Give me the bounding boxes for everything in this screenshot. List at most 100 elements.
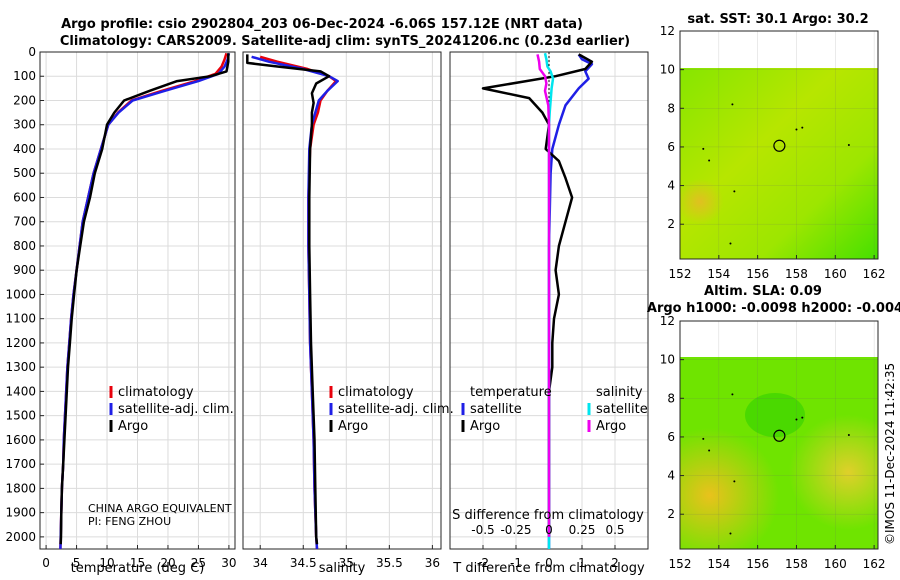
- series-satellite-adj-clim-: [251, 55, 339, 550]
- map-y-tick-label: 6: [667, 140, 675, 154]
- x-tick-label: 35: [339, 556, 354, 570]
- island-marker: [733, 480, 736, 483]
- y-tick-label: 1400: [5, 384, 36, 398]
- legend-argo-label: Argo: [338, 419, 368, 434]
- island-marker: [702, 437, 705, 440]
- map-x-tick-label: 156: [746, 267, 769, 281]
- island-marker: [702, 147, 705, 150]
- map-x-tick-label: 154: [707, 267, 730, 281]
- y-tick-label: 100: [13, 69, 36, 83]
- map-y-tick-label: 4: [667, 179, 675, 193]
- x-tick-label: 30: [221, 556, 236, 570]
- credit-org: CHINA ARGO EQUIVALENT: [88, 502, 232, 515]
- x-tick-label: 2: [611, 556, 619, 570]
- legend-satellite-label: satellite-adj. clim.: [338, 402, 454, 417]
- y-tick-label: 1500: [5, 409, 36, 423]
- figure-title-line1: Argo profile: csio 2902804_203 06-Dec-20…: [61, 17, 583, 32]
- x-tick-label: 25: [191, 556, 206, 570]
- figure-title-line2: Climatology: CARS2009. Satellite-adj cli…: [60, 34, 630, 49]
- x-tick-label: -2: [477, 556, 489, 570]
- map-y-tick-label: 6: [667, 430, 675, 444]
- x-tick-label: 36: [425, 556, 440, 570]
- x-tick-label: 34.5: [290, 556, 317, 570]
- map-x-tick-label: 162: [863, 557, 886, 571]
- map-y-tick-label: 2: [667, 217, 675, 231]
- island-marker: [708, 449, 711, 452]
- map-x-tick-label: 152: [669, 557, 692, 571]
- y-tick-label: 800: [13, 239, 36, 253]
- map-x-tick-label: 156: [746, 557, 769, 571]
- series-argo: [246, 54, 331, 545]
- x-tick-label: 5: [73, 556, 81, 570]
- x-tick-label: 0: [545, 556, 553, 570]
- legend-temperature-heading: temperature: [470, 385, 552, 400]
- y-tick-label: 300: [13, 118, 36, 132]
- map-y-tick-label: 12: [660, 314, 675, 328]
- timestamp: ©IMOS 11-Dec-2024 11:42:35: [883, 363, 897, 545]
- y-tick-label: 600: [13, 190, 36, 204]
- temperature-panel: 0 5 10 15 20 25 30 temperature (deg C) 0 100 200 30…: [5, 45, 236, 576]
- difference-panel: -2 -1 0 1 2T difference from climatology S di…: [449, 51, 649, 576]
- axes-frame: [242, 51, 442, 550]
- legend-climatology-label: climatology: [118, 385, 194, 400]
- series-temperature-argo: [481, 53, 594, 537]
- x-tick-label: 20: [160, 556, 175, 570]
- salinity-legend: climatology satellite-adj. clim. Argo: [329, 385, 454, 434]
- temperature-legend: climatology satellite-adj. clim. Argo: [109, 385, 234, 434]
- x-top-tick-label: 0: [545, 523, 553, 537]
- y-tick-label: 1000: [5, 287, 36, 301]
- y-tick-label: 500: [13, 166, 36, 180]
- island-marker: [847, 434, 850, 436]
- map-x-tick-label: 154: [707, 557, 730, 571]
- x-top-tick-label: -0.25: [500, 523, 531, 537]
- sst-map-title: sat. SST: 30.1 Argo: 30.2: [687, 12, 868, 27]
- legend-satellite-label: satellite-adj. clim.: [118, 402, 234, 417]
- island-marker: [795, 418, 798, 421]
- x-top-tick-label: 0.5: [605, 523, 624, 537]
- map-y-tick-label: 10: [660, 353, 675, 367]
- x-tick-label: 35.5: [376, 556, 403, 570]
- y-tick-label: 2000: [5, 530, 36, 544]
- sla-warm-patch-east: [680, 357, 878, 549]
- x-tick-label: 1: [578, 556, 586, 570]
- x-tick-label: 15: [130, 556, 145, 570]
- map-y-tick-label: 4: [667, 469, 675, 483]
- y-tick-label: 1300: [5, 360, 36, 374]
- x-tick-label: -1: [510, 556, 522, 570]
- island-marker: [729, 242, 732, 245]
- x-axis-label-top: S difference from climatology: [452, 508, 644, 523]
- island-marker: [708, 159, 711, 162]
- difference-salinity-legend: salinity satellite Argo: [587, 385, 648, 434]
- island-marker: [801, 126, 804, 129]
- sla-map-subtitle: Argo h1000: -0.0098 h2000: -0.004: [647, 301, 900, 316]
- series-satellite-adj-clim-: [59, 52, 231, 550]
- island-marker: [731, 103, 734, 106]
- x-tick-label: 34: [253, 556, 268, 570]
- island-marker: [731, 393, 734, 396]
- map-x-tick-label: 158: [785, 557, 808, 571]
- x-axis-label: T difference from climatology: [452, 561, 645, 576]
- map-x-tick-label: 160: [824, 557, 847, 571]
- map-y-tick-label: 8: [667, 391, 675, 405]
- series-climatology: [59, 52, 228, 550]
- argo-float-marker: [773, 139, 786, 152]
- island-marker: [847, 144, 850, 146]
- y-tick-label: 200: [13, 93, 36, 107]
- y-tick-label: 400: [13, 142, 36, 156]
- legend-t-satellite-label: satellite: [470, 402, 522, 417]
- map-y-tick-label: 2: [667, 507, 675, 521]
- legend-climatology-label: climatology: [338, 385, 414, 400]
- x-tick-label: 0: [42, 556, 50, 570]
- y-tick-label: 1800: [5, 481, 36, 495]
- sst-warm-patch: [680, 68, 878, 259]
- legend-s-satellite-label: satellite: [596, 402, 648, 417]
- map-y-tick-label: 12: [660, 24, 675, 38]
- x-top-tick-label: -0.5: [471, 523, 494, 537]
- y-tick-label: 1700: [5, 457, 36, 471]
- salinity-panel: 34 34.5 35 35.5 36 salinity: [242, 51, 442, 576]
- x-axis-label: salinity: [319, 561, 366, 576]
- island-marker: [733, 190, 736, 193]
- y-tick-label: 1600: [5, 433, 36, 447]
- legend-salinity-heading: salinity: [596, 385, 643, 400]
